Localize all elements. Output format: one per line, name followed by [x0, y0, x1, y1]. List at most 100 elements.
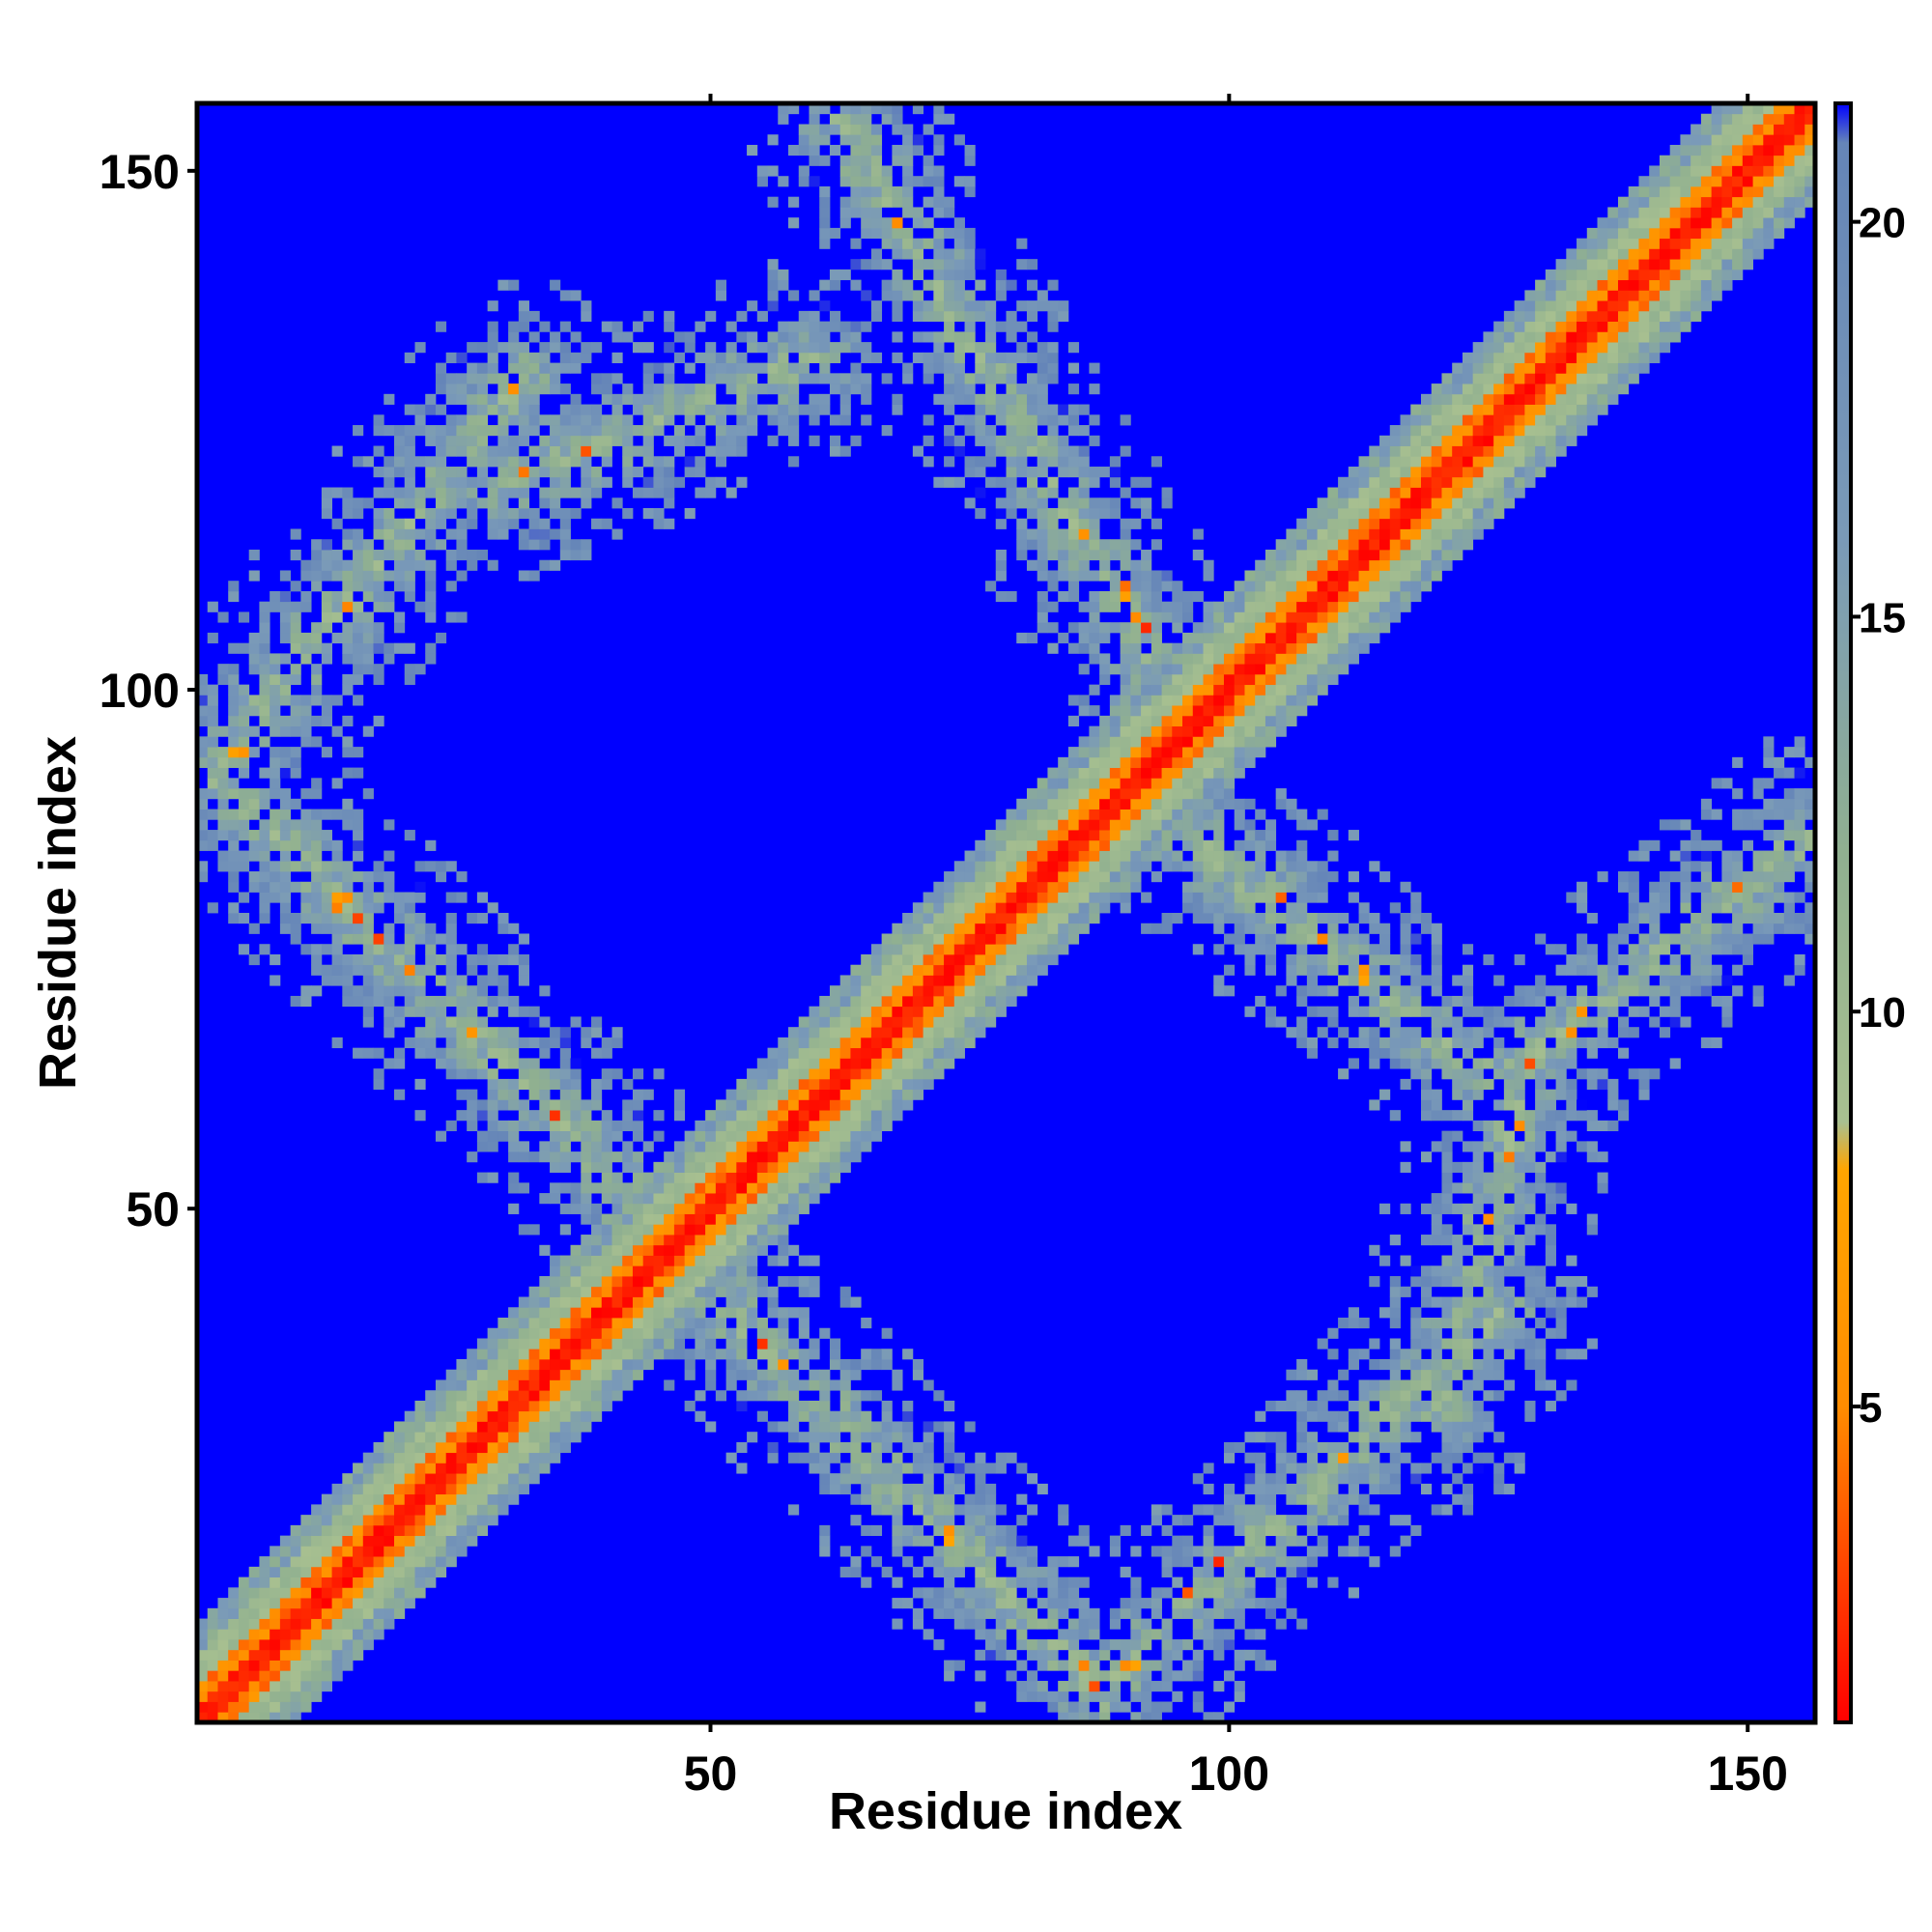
heatmap-cell [207, 725, 218, 737]
heatmap-cell [902, 1493, 914, 1505]
heatmap-cell [331, 601, 343, 612]
heatmap-cell [995, 570, 1007, 582]
heatmap-cell [642, 414, 654, 426]
heatmap-cell [456, 1441, 468, 1454]
heatmap-cell [300, 1546, 312, 1557]
heatmap-cell [695, 352, 706, 363]
heatmap-cell [384, 871, 395, 883]
heatmap-cell [207, 747, 218, 758]
heatmap-cell [1172, 1556, 1183, 1568]
heatmap-cell [725, 1286, 737, 1297]
heatmap-cell [1161, 1618, 1173, 1630]
heatmap-cell [279, 788, 292, 800]
heatmap-cell [259, 705, 270, 717]
heatmap-cell [1264, 664, 1277, 675]
heatmap-cell [747, 1369, 758, 1380]
heatmap-cell [570, 1410, 582, 1422]
heatmap-cell [528, 1286, 540, 1297]
heatmap-cell [881, 1410, 893, 1422]
heatmap-cell [1016, 497, 1028, 509]
heatmap-cell [1006, 1670, 1017, 1682]
heatmap-cell [1244, 944, 1256, 955]
heatmap-cell [342, 798, 354, 810]
heatmap-cell [1192, 549, 1204, 561]
heatmap-cell [353, 528, 364, 540]
heatmap-cell [944, 892, 955, 903]
heatmap-cell [508, 1483, 520, 1495]
heatmap-cell [923, 964, 934, 976]
heatmap-cell [1255, 1504, 1266, 1516]
heatmap-cell [975, 1463, 986, 1474]
heatmap-cell [373, 985, 384, 997]
heatmap-cell [394, 1452, 406, 1463]
heatmap-cell [695, 1244, 706, 1256]
heatmap-cell [933, 300, 945, 312]
heatmap-cell [902, 279, 914, 291]
heatmap-cell [259, 892, 270, 903]
heatmap-cell [715, 279, 726, 291]
heatmap-cell [1130, 756, 1142, 768]
heatmap-cell [736, 1327, 748, 1339]
heatmap-cell [850, 103, 862, 115]
heatmap-cell [1213, 913, 1225, 924]
heatmap-cell [467, 1016, 478, 1028]
heatmap-cell [290, 1712, 301, 1723]
heatmap-cell [1047, 1639, 1059, 1651]
heatmap-cell [528, 518, 540, 529]
heatmap-cell [975, 1515, 986, 1526]
heatmap-cell [923, 985, 934, 997]
heatmap-cell [1151, 839, 1162, 851]
heatmap-cell [362, 497, 374, 509]
heatmap-cell [933, 944, 945, 955]
heatmap-cell [528, 1078, 540, 1091]
heatmap-cell [1067, 830, 1080, 841]
heatmap-cell [756, 1276, 768, 1288]
heatmap-cell [725, 1130, 737, 1142]
heatmap-cell [1182, 611, 1194, 623]
heatmap-cell [705, 404, 717, 415]
heatmap-cell [342, 1504, 354, 1516]
heatmap-cell [487, 1110, 498, 1122]
heatmap-cell [829, 321, 841, 332]
heatmap-cell [829, 1473, 841, 1485]
heatmap-cell [944, 1515, 955, 1526]
heatmap-cell [1234, 632, 1245, 644]
heatmap-cell [487, 331, 498, 343]
heatmap-cell [217, 611, 229, 623]
heatmap-cell [829, 1151, 841, 1163]
heatmap-cell [353, 819, 364, 831]
heatmap-cell [1130, 1618, 1142, 1630]
heatmap-cell [197, 788, 209, 800]
heatmap-cell [1234, 684, 1245, 696]
heatmap-cell [1006, 953, 1017, 966]
heatmap-cell [1192, 747, 1204, 758]
heatmap-cell [445, 1369, 457, 1380]
heatmap-cell [881, 1566, 893, 1577]
heatmap-cell [944, 871, 955, 883]
heatmap-cell [912, 1483, 924, 1495]
heatmap-cell [1078, 1524, 1090, 1537]
heatmap-cell [581, 497, 592, 509]
heatmap-cell [1078, 570, 1090, 582]
heatmap-cell [476, 456, 489, 468]
heatmap-cell [1203, 892, 1214, 903]
heatmap-cell [290, 528, 301, 540]
heatmap-cell [238, 1712, 250, 1723]
heatmap-cell [539, 1358, 551, 1371]
heatmap-cell [850, 373, 862, 384]
heatmap-cell [985, 581, 997, 592]
heatmap-cell [1047, 767, 1059, 779]
heatmap-cell [1203, 1607, 1214, 1619]
heatmap-cell [373, 1524, 384, 1537]
heatmap-cell [1244, 1598, 1256, 1609]
heatmap-cell [1151, 1681, 1162, 1692]
heatmap-cell [601, 1276, 612, 1288]
heatmap-cell [933, 476, 945, 488]
heatmap-cell [197, 819, 209, 831]
heatmap-cell [829, 445, 841, 457]
heatmap-cell [300, 850, 312, 862]
heatmap-cell [559, 476, 571, 488]
heatmap-cell [756, 1099, 768, 1111]
heatmap-cell [778, 1151, 789, 1163]
heatmap-cell [559, 467, 571, 478]
